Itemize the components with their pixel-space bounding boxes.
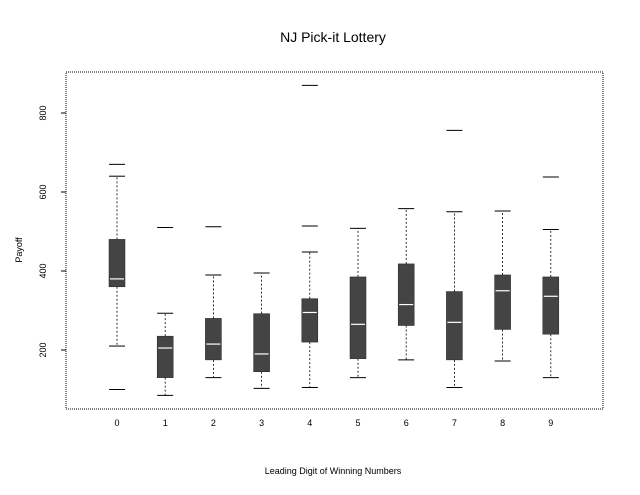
- x-tick-label: 7: [452, 418, 457, 428]
- y-tick-label: 200: [38, 342, 48, 357]
- x-tick-label: 0: [114, 418, 119, 428]
- x-tick-label: 2: [211, 418, 216, 428]
- x-tick-label: 8: [500, 418, 505, 428]
- y-tick-label: 600: [38, 184, 48, 199]
- box-category-8: [494, 274, 511, 330]
- box-category-7: [446, 291, 463, 361]
- chart-title: NJ Pick-it Lottery: [280, 29, 386, 45]
- x-tick-label: 9: [548, 418, 553, 428]
- x-tick-label: 4: [307, 418, 312, 428]
- plot-area: 200 400 600 800 0 1 2 3 4 5 6 7 8 9: [38, 84, 560, 428]
- y-tick-label: 800: [38, 105, 48, 120]
- box-category-0: [108, 239, 126, 288]
- x-tick-label: 3: [259, 418, 264, 428]
- x-tick-label: 1: [163, 418, 168, 428]
- x-tick-label: 5: [355, 418, 360, 428]
- box-category-9: [542, 276, 560, 335]
- x-tick-label: 6: [404, 418, 409, 428]
- box-category-3: [253, 313, 270, 372]
- y-axis-label: Payoff: [14, 237, 24, 263]
- y-tick-label: 400: [38, 263, 48, 278]
- box-category-4: [301, 298, 319, 343]
- plot-frame: [65, 71, 604, 410]
- box-category-2: [205, 318, 222, 361]
- box-category-5: [349, 276, 367, 359]
- x-axis-label: Leading Digit of Winning Numbers: [265, 466, 402, 476]
- box-category-1: [156, 335, 174, 378]
- box-category-6: [397, 263, 415, 326]
